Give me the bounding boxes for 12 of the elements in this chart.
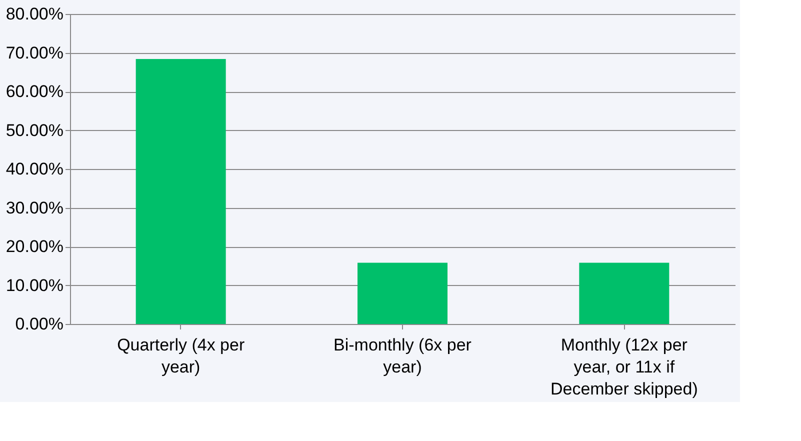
x-tick-label: Monthly (12x per year, or 11x if December skipped) [550,336,698,398]
y-tick-label: 40.00% [6,160,64,178]
y-tick-label: 0.00% [15,314,64,334]
y-tick-label: 50.00% [6,120,64,140]
x-tick-label: Bi-monthly (6x per year) [334,336,472,376]
y-tick-label: 20.00% [6,237,64,256]
y-tick-label: 70.00% [6,43,64,62]
y-tick-label: 30.00% [6,198,64,218]
y-tick-label: 80.00% [6,4,64,24]
y-tick-label: 10.00% [6,276,64,295]
x-tick-label: Quarterly (4x per year) [117,336,245,376]
y-tick-label: 60.00% [6,82,64,101]
